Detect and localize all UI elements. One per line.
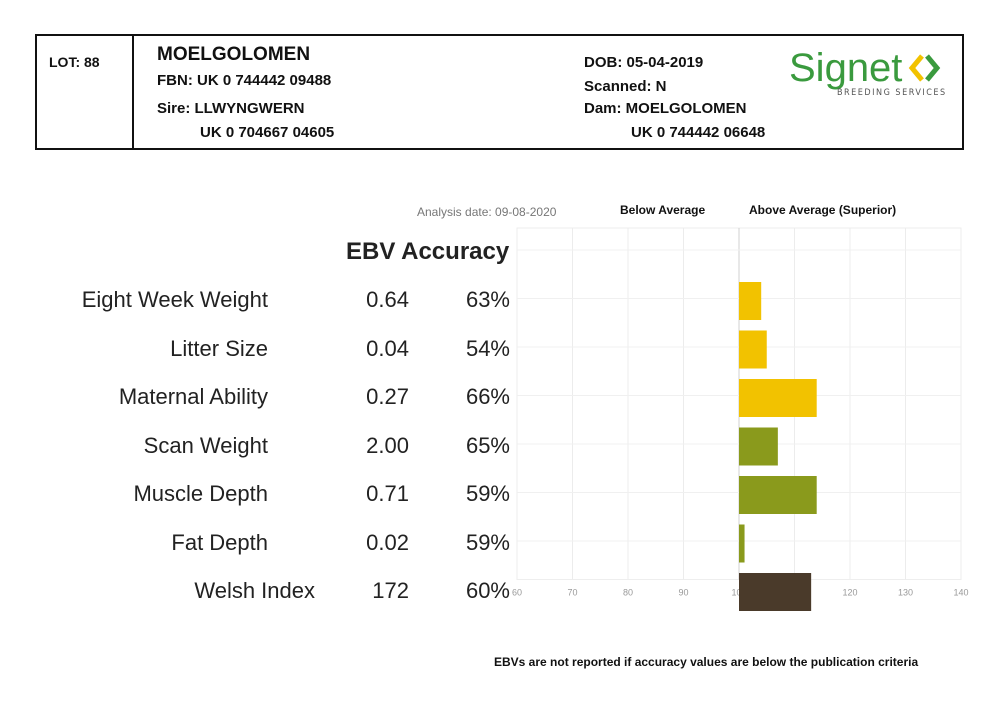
x-tick-label: 80 [623,588,633,598]
ebv-value: 0.64 [366,287,409,312]
trait-label: Welsh Index [194,578,315,603]
accuracy-value: 60% [465,578,510,603]
legend-below-average: Below Average [620,203,706,217]
x-tick-label: 70 [567,588,577,598]
bar [739,573,812,611]
lot-cell: LOT: 88 [37,36,134,148]
sire-id: UK 0 704667 04605 [200,124,335,141]
dam-name: Dam: MOELGOLOMEN [584,100,747,117]
bar [739,282,762,320]
animal-name: MOELGOLOMEN [157,44,311,65]
accuracy-value: 65% [465,432,510,458]
ebv-value: 0.04 [366,335,409,361]
x-tick-label: 120 [842,588,857,598]
trait-label: Litter Size [170,335,268,361]
lot-number: LOT: 88 [49,54,100,70]
legend-above-average: Above Average (Superior) [749,203,897,217]
ebv-value: 2.00 [366,432,409,458]
bar [739,330,767,369]
x-tick-label: 90 [678,588,688,598]
x-tick-label: 140 [953,588,968,598]
accuracy-value: 54% [465,335,510,361]
trait-label: Eight Week Weight [81,287,268,312]
fbn-id: FBN: UK 0 744442 09488 [157,72,332,89]
trait-label: Maternal Ability [118,384,268,409]
ebv-value: 0.71 [366,481,409,506]
accuracy-value: 59% [465,481,510,506]
signet-logo: Signet BREEDING SERVICES [789,46,949,102]
bar [739,524,745,563]
accuracy-value: 66% [465,384,510,409]
trait-label: Muscle Depth [133,481,268,506]
logo-arrows-icon [908,54,941,82]
logo-subtitle: BREEDING SERVICES [837,88,947,98]
x-tick-label: 60 [512,588,522,598]
date-of-birth: DOB: 05-04-2019 [584,54,704,71]
ebv-value: 0.27 [366,384,409,409]
sire-name: Sire: LLWYNGWERN [157,100,305,117]
animal-header: LOT: 88 MOELGOLOMEN FBN: UK 0 744442 094… [35,34,964,150]
trait-label: Fat Depth [171,529,268,555]
ebv-accuracy-header: EBV Accuracy [346,238,510,265]
scanned-status: Scanned: N [584,78,667,95]
analysis-date: Analysis date: 09-08-2020 [417,205,557,219]
ebv-value: 172 [372,578,409,603]
accuracy-value: 59% [465,529,510,555]
ebv-value: 0.02 [366,529,409,555]
bar [739,476,817,514]
bar [739,427,778,466]
logo-wordmark: Signet [789,46,903,90]
bar [739,379,817,417]
publication-footnote: EBVs are not reported if accuracy values… [494,655,919,669]
accuracy-value: 63% [465,287,510,312]
trait-label: Scan Weight [143,432,268,458]
dam-id: UK 0 744442 06648 [631,124,766,141]
x-tick-label: 130 [898,588,913,598]
